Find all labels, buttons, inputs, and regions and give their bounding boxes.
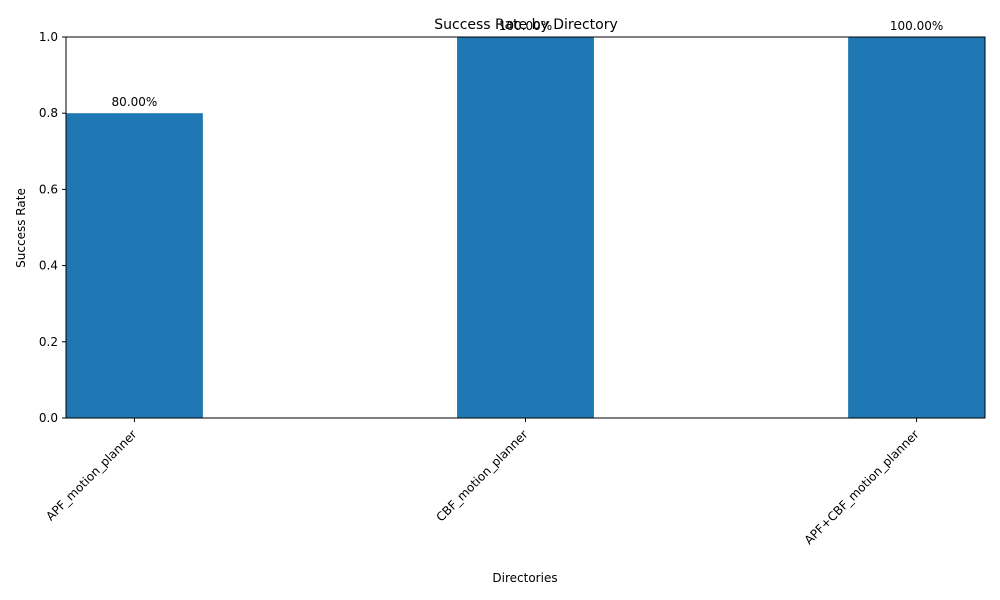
data-labels-group: 80.00% 100.00% 100.00% [112,19,944,109]
x-axis-label: Directories [492,571,557,585]
y-tick-label-1: 0.2 [39,335,58,349]
y-tick-label-2: 0.4 [39,259,58,273]
y-axis-label: Success Rate [14,188,28,268]
y-tick-label-5: 1.0 [39,30,58,44]
x-tick-label-2: APF+CBF_motion_planner [802,427,922,547]
y-tick-label-4: 0.8 [39,106,58,120]
data-label-0: 80.00% [112,95,158,109]
chart-title: Success Rate by Directory [434,17,618,33]
x-tick-label-0: APF_motion_planner [43,427,139,523]
x-axis-ticks: APF_motion_planner CBF_motion_planner APF+… [43,418,922,547]
y-tick-label-3: 0.6 [39,182,58,196]
y-tick-label-0: 0.0 [39,411,58,425]
bar-0 [66,113,203,418]
bar-2 [848,37,985,418]
data-label-2: 100.00% [890,19,943,33]
x-tick-label-1: CBF_motion_planner [433,427,530,524]
data-label-1: 100.00% [499,19,552,33]
bars-group [66,37,985,418]
bar-1 [457,37,594,418]
y-axis-ticks: 0.0 0.2 0.4 0.6 0.8 1.0 [39,30,66,425]
